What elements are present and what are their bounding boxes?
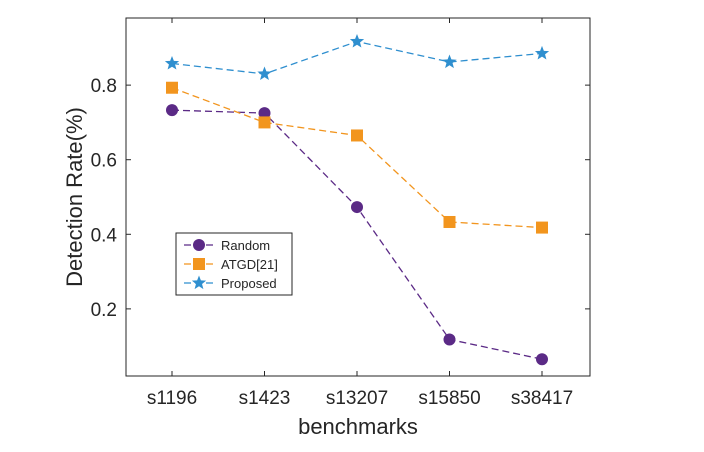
data-point <box>349 33 365 48</box>
x-tick-label: s13207 <box>326 388 388 409</box>
data-point <box>166 104 178 117</box>
series-proposed <box>164 33 550 81</box>
data-point <box>164 56 180 70</box>
x-tick-label: s1423 <box>239 388 291 409</box>
y-tick-label: 0.6 <box>91 151 117 172</box>
data-point <box>443 215 456 228</box>
y-tick-label: 0.8 <box>91 76 117 97</box>
legend-marker <box>191 275 207 290</box>
x-tick-label: s1196 <box>147 388 197 409</box>
legend-entry: Random <box>221 238 270 253</box>
series-random <box>166 104 548 366</box>
data-point <box>166 81 178 94</box>
data-point <box>257 66 272 81</box>
y-tick-label: 0.4 <box>91 225 118 246</box>
legend-marker <box>193 239 205 251</box>
y-tick-label: 0.2 <box>91 300 117 321</box>
x-tick-label: s15850 <box>418 388 480 409</box>
data-point <box>442 54 457 69</box>
data-point <box>536 353 548 366</box>
series-atgd-21- <box>166 81 548 234</box>
legend-entry: Proposed <box>221 276 277 291</box>
x-axis-label: benchmarks <box>298 414 418 439</box>
legend-marker <box>193 258 205 270</box>
data-point <box>351 201 363 214</box>
plot-area <box>125 17 591 377</box>
y-axis-label: Detection Rate(%) <box>62 107 87 287</box>
legend-entry: ATGD[21] <box>221 257 278 272</box>
data-point <box>351 129 363 142</box>
data-point <box>536 221 548 234</box>
series-layer <box>164 33 550 366</box>
x-axis-ticks: s1196 s1423 s13207 s15850 s38417 <box>147 18 573 409</box>
data-point <box>534 45 550 60</box>
data-point <box>258 107 271 120</box>
legend: Random ATGD[21] Proposed <box>175 232 293 296</box>
data-point <box>258 116 271 129</box>
y-axis-ticks: 0.2 0.4 0.6 0.8 <box>91 76 590 321</box>
data-point <box>443 333 456 346</box>
x-tick-label: s38417 <box>511 388 573 409</box>
